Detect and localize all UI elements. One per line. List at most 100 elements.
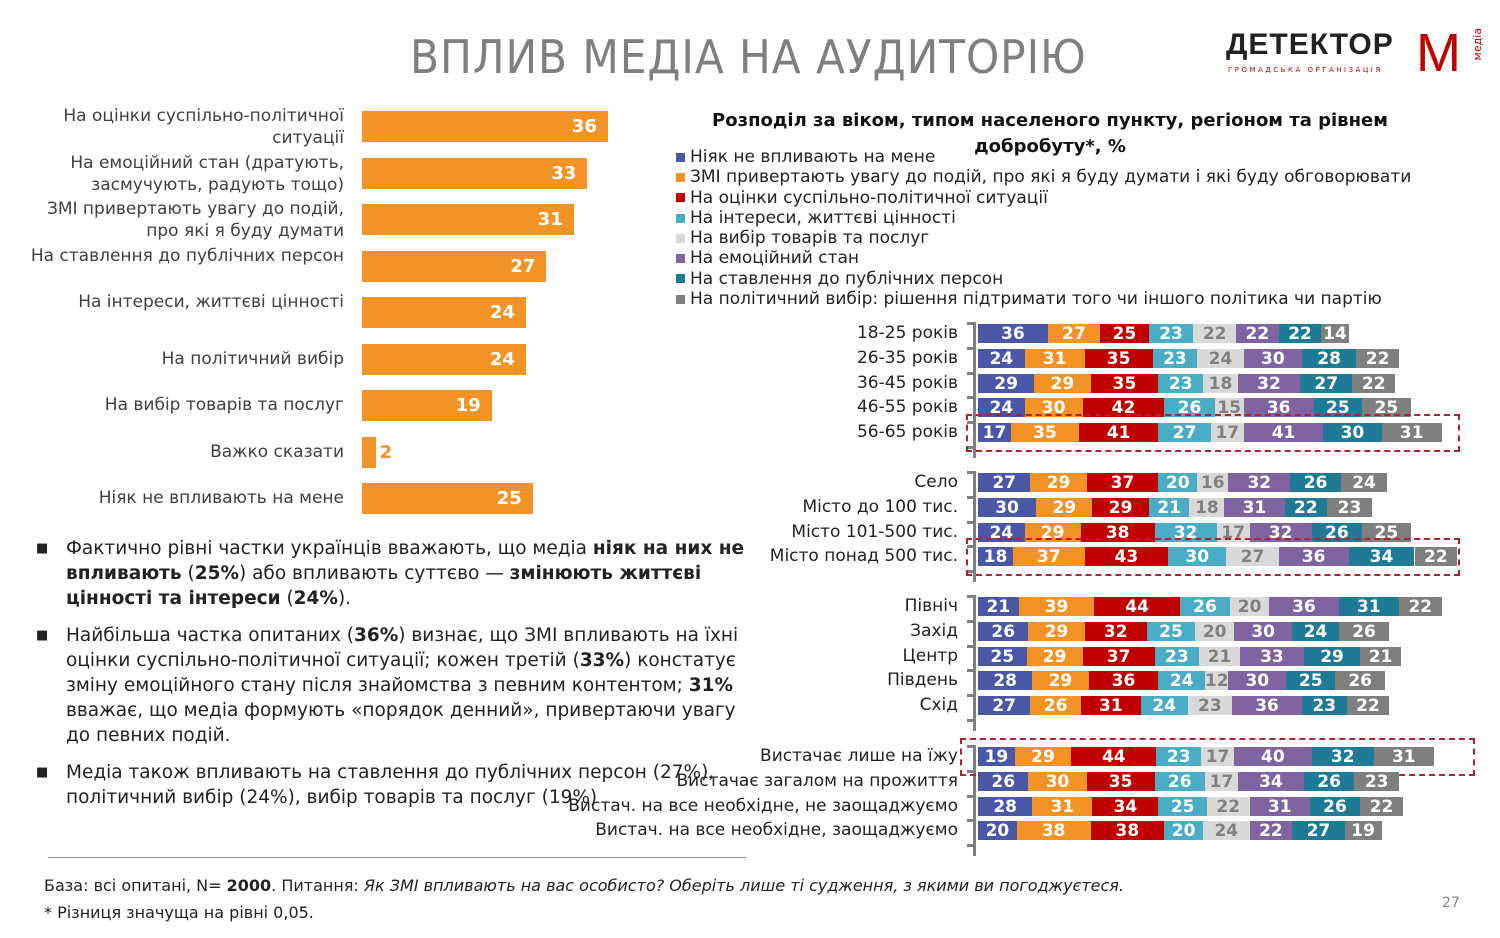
- legend-swatch: [676, 152, 685, 162]
- bar-segment: 22: [1352, 373, 1396, 393]
- bullet-item: Медіа також впливають на ставлення до пу…: [36, 760, 756, 810]
- bar-value: 25: [496, 488, 522, 509]
- legend-item: На ставлення до публічних персон: [676, 269, 1411, 289]
- axis-tick: [967, 794, 975, 798]
- legend-label: Ніяк не впливають на мене: [690, 147, 936, 167]
- bar-segment: 23: [1301, 696, 1347, 716]
- row-label: 26-35 років: [856, 347, 958, 368]
- axis-tick: [967, 495, 975, 499]
- bar-segment: 29: [1030, 473, 1087, 492]
- axis-tick: [967, 371, 975, 375]
- bar-segment: 27: [1226, 547, 1279, 567]
- bar-label: На оцінки суспільно-політичної ситуації: [63, 106, 344, 148]
- bullet-list: Фактично рівні частки українців вважають…: [36, 536, 756, 822]
- bar-value: 2: [379, 441, 393, 463]
- bar-segment: 34: [1092, 796, 1159, 816]
- bullet-text: ) або впливають суттєво —: [239, 563, 510, 584]
- bar-segment: 27: [1292, 821, 1345, 841]
- page-title: ВПЛИВ МЕДІА НА АУДИТОРІЮ: [410, 30, 1087, 84]
- bar-value: 36: [571, 116, 597, 137]
- logo-media: медіа: [1471, 28, 1484, 61]
- bar-segment: 44: [1071, 747, 1157, 766]
- bullet-text: Фактично рівні частки українців вважають…: [66, 538, 593, 559]
- axis-tick: [967, 769, 975, 773]
- bar-segment: 36: [1232, 696, 1302, 716]
- bar-segment: 29: [1032, 671, 1089, 691]
- bullet-text: 24%: [293, 588, 338, 609]
- bar-segment: 22: [1398, 597, 1442, 616]
- bar-segment: 23: [1148, 324, 1194, 343]
- legend-item: Ніяк не впливають на мене: [676, 147, 1411, 167]
- bar-segment: 29: [1303, 646, 1361, 666]
- base-prefix: База: всі опитані, N=: [44, 876, 227, 895]
- bar-segment: 27: [978, 696, 1031, 716]
- footnote-base: База: всі опитані, N= 2000. Питання: Як …: [44, 876, 1124, 895]
- bar-segment: 18: [978, 547, 1013, 567]
- row-label: Захід: [910, 620, 958, 641]
- highlight-box: [966, 414, 1460, 453]
- axis-tick: [967, 844, 975, 848]
- bullet-text: Медіа також впливають на ставлення до пу…: [66, 762, 715, 808]
- bar-segment: 31: [1224, 497, 1285, 517]
- bar-segment: 19: [1344, 821, 1382, 841]
- bullet-item: Фактично рівні частки українців вважають…: [36, 536, 756, 611]
- bar-segment: 31: [1373, 747, 1434, 766]
- bar: [362, 157, 588, 189]
- bar-segment: 27: [1047, 324, 1101, 343]
- legend-swatch: [676, 193, 685, 203]
- logo-subtitle: ГРОМАДСЬКА ОРГАНІЗАЦІЯ: [1228, 66, 1383, 74]
- bar-segment: 29: [1028, 621, 1085, 641]
- bullet-text: (: [181, 563, 195, 584]
- bar-segment: 21: [1199, 646, 1240, 666]
- legend-swatch: [676, 172, 685, 182]
- bar-segment: 30: [1243, 348, 1302, 368]
- bar-segment: 22: [1414, 547, 1458, 567]
- bar-segment: 35: [1084, 348, 1153, 368]
- axis-tick: [967, 644, 975, 648]
- row-label: 18-25 років: [856, 323, 958, 343]
- bar-segment: 30: [1028, 771, 1087, 791]
- bar-segment: 38: [1090, 821, 1165, 841]
- bar-segment: 31: [1032, 796, 1093, 816]
- row-label: Вистач. на все необхідне, не заощаджуємо: [568, 795, 958, 816]
- bar-segment: 21: [1360, 646, 1401, 666]
- row-label: Південь: [887, 670, 958, 691]
- bar-segment: 37: [1012, 547, 1085, 567]
- axis-line: [973, 322, 976, 458]
- bar-segment: 27: [1158, 423, 1211, 443]
- row-label: Місто понад 500 тис.: [769, 546, 958, 567]
- highlight-box: [960, 738, 1475, 776]
- bullet-text: ) визнає, що ЗМІ впливають на їхні оцінк…: [66, 625, 739, 671]
- logo: ДЕТЕКТОР ГРОМАДСЬКА ОРГАНІЗАЦІЯ М медіа: [1226, 23, 1486, 88]
- bar-segment: 32: [1311, 747, 1374, 766]
- bar-label: На вибір товарів та послуг: [104, 395, 344, 415]
- bar-segment: 37: [1082, 646, 1155, 666]
- legend-item: На інтереси, життєві цінності: [676, 208, 1411, 228]
- bar-segment: 36: [1269, 597, 1339, 616]
- row-label: Вистач. на все необхідне, заощаджуємо: [595, 820, 958, 841]
- bar-segment: 32: [1154, 522, 1217, 542]
- bar-segment: 26: [978, 621, 1029, 641]
- legend-item: На вибір товарів та послуг: [676, 228, 1411, 248]
- bar-segment: 32: [1237, 373, 1301, 393]
- bar-segment: 18: [1203, 373, 1238, 393]
- row-label: Село: [914, 472, 958, 492]
- axis-tick: [967, 322, 975, 325]
- bar-segment: 30: [1323, 423, 1382, 443]
- bar-segment: 17: [1201, 747, 1235, 766]
- bar-segment: 23: [1156, 747, 1202, 766]
- bar-segment: 22: [1193, 324, 1236, 343]
- bar-segment: 35: [1086, 771, 1155, 791]
- bar: [362, 297, 526, 328]
- divider: [48, 857, 746, 858]
- bar-segment: 14: [1321, 324, 1349, 343]
- bar-segment: 26: [1303, 771, 1355, 791]
- bar-segment: 26: [1311, 522, 1363, 542]
- bar-segment: 25: [1286, 671, 1335, 691]
- bar-segment: 24: [1340, 473, 1388, 492]
- bar-segment: 22: [1346, 696, 1390, 716]
- bar-segment: 30: [1168, 547, 1227, 567]
- bar-segment: 25: [1146, 621, 1196, 641]
- bar-segment: 36: [1243, 398, 1314, 418]
- bar-segment: 24: [1292, 621, 1339, 641]
